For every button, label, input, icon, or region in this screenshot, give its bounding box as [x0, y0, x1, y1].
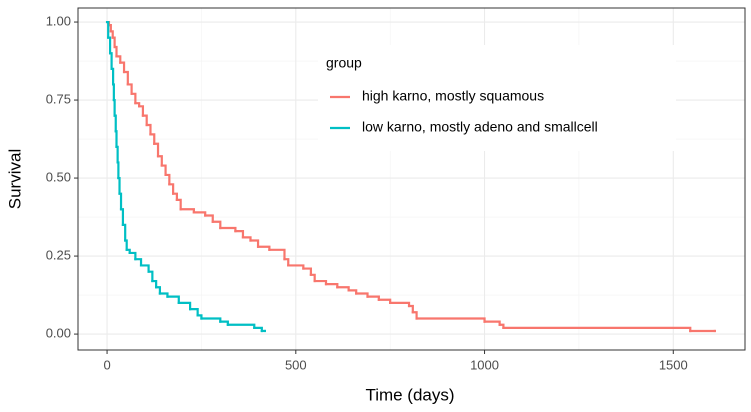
step-segment	[126, 83, 133, 95]
step-segment	[366, 295, 380, 301]
step-segment	[211, 220, 222, 230]
step-segment	[118, 192, 123, 211]
step-segment	[219, 320, 229, 326]
x-tick-label: 500	[285, 357, 307, 372]
step-segment	[283, 258, 290, 267]
step-segment	[179, 208, 195, 214]
step-segment	[113, 114, 117, 133]
step-segment	[415, 317, 486, 323]
step-segment	[168, 183, 175, 195]
step-segment	[502, 326, 692, 333]
step-segment	[108, 52, 113, 70]
y-tick-label: 0.75	[46, 91, 71, 106]
step-segment	[130, 92, 137, 105]
y-tick-label: 0.00	[46, 326, 71, 341]
step-segment	[110, 67, 115, 86]
y-tick-label: 0.25	[46, 248, 71, 263]
legend: group high karno, mostly squamous low karn…	[318, 45, 676, 151]
step-segment	[112, 83, 115, 102]
x-axis-title: Time (days)	[365, 385, 454, 404]
step-segment	[324, 283, 339, 289]
step-segment	[141, 114, 148, 127]
step-segment	[151, 279, 158, 289]
panel-border	[77, 7, 746, 351]
step-segment	[111, 36, 116, 49]
x-tick-label: 0	[103, 357, 110, 372]
step-segment	[309, 273, 316, 283]
step-segment	[115, 145, 119, 164]
step-segment	[114, 130, 118, 148]
step-segment	[160, 164, 167, 177]
x-tick-label: 1500	[659, 357, 688, 372]
step-segment	[107, 24, 112, 33]
step-segment	[153, 142, 160, 158]
step-segment	[155, 286, 162, 295]
step-segment	[156, 155, 163, 167]
step-segment	[189, 308, 199, 317]
step-segment	[117, 176, 121, 195]
y-axis-title: Survival	[5, 149, 24, 209]
step-segment	[268, 248, 286, 261]
step-segment	[226, 323, 256, 329]
step-segment	[145, 123, 152, 136]
step-segment	[124, 239, 128, 251]
step-segment	[138, 105, 145, 117]
step-segment	[107, 36, 112, 55]
legend-title: group	[326, 55, 362, 71]
step-segment	[109, 30, 114, 39]
step-segment	[256, 245, 271, 251]
legend-label: low karno, mostly adeno and smallcell	[362, 119, 598, 135]
step-segment	[172, 192, 178, 202]
step-segment	[113, 45, 118, 58]
y-tick-label: 0.50	[46, 170, 71, 185]
step-segment	[105, 20, 110, 39]
step-segment	[134, 258, 143, 267]
step-segment	[128, 251, 137, 261]
step-segment	[116, 161, 120, 180]
step-segment	[483, 320, 501, 326]
step-segment	[200, 317, 222, 323]
step-segment	[313, 279, 328, 286]
step-segment	[119, 61, 126, 74]
step-segment	[253, 326, 263, 333]
step-segment	[121, 223, 127, 242]
legend-background	[318, 45, 676, 151]
step-segment	[302, 267, 313, 276]
step-segment	[164, 173, 171, 186]
step-segment	[139, 264, 150, 273]
step-segment	[347, 289, 358, 295]
x-tick-label: 1000	[470, 357, 499, 372]
legend-label: high karno, mostly squamous	[362, 88, 544, 104]
step-segment	[177, 301, 192, 311]
step-segment	[407, 304, 414, 314]
step-segment	[192, 211, 207, 217]
step-segment	[175, 198, 182, 211]
step-segment	[112, 98, 116, 117]
step-segment	[389, 301, 411, 308]
step-segment	[119, 208, 125, 226]
step-segment	[219, 226, 237, 233]
step-segment	[122, 70, 129, 86]
step-segment	[249, 239, 260, 248]
step-segment	[204, 214, 214, 223]
step-segment	[149, 133, 156, 145]
step-segment	[336, 286, 350, 292]
step-segment	[411, 311, 418, 320]
step-segment	[377, 298, 392, 304]
step-segment	[234, 230, 245, 239]
step-segment	[241, 236, 252, 242]
step-segment	[147, 270, 154, 283]
step-segment	[166, 295, 180, 304]
y-tick-label: 1.00	[46, 13, 71, 28]
step-segment	[115, 55, 122, 64]
